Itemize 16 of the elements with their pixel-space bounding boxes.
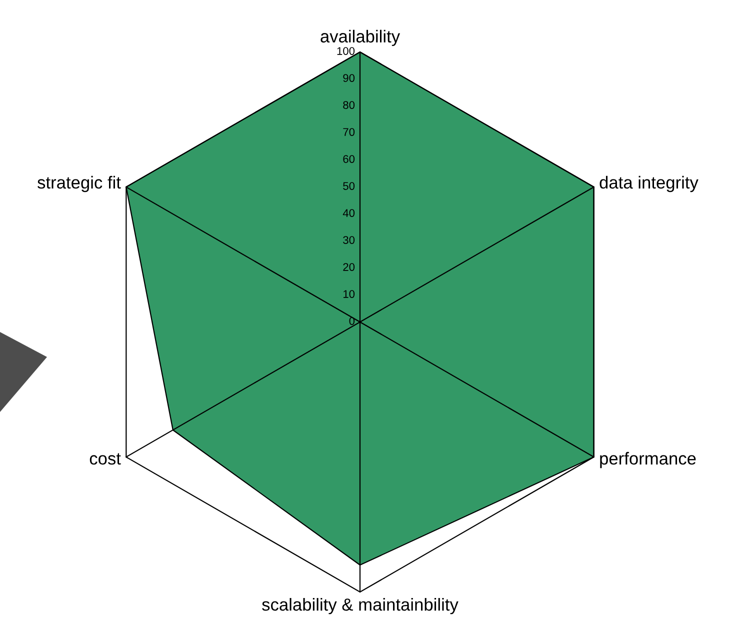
spoke-label: strategic fit bbox=[38, 176, 121, 192]
spoke-label: scalability & maintainbility bbox=[262, 598, 458, 614]
y-tick-label: 100 bbox=[337, 47, 355, 55]
y-tick-label: 40 bbox=[342, 209, 355, 217]
y-tick-label: 90 bbox=[343, 74, 355, 82]
spoke-label: data integrity bbox=[600, 176, 698, 192]
y-tick-label: 30 bbox=[343, 236, 355, 244]
y-tick-label: 50 bbox=[343, 182, 355, 190]
spoke-label: cost bbox=[90, 453, 121, 465]
spoke-label: availability bbox=[320, 30, 400, 46]
y-tick-label: 20 bbox=[343, 263, 355, 271]
y-tick-label: 70 bbox=[343, 128, 355, 136]
y-tick-label: 60 bbox=[343, 155, 355, 163]
y-tick-label: 10 bbox=[343, 290, 355, 298]
y-tick-label: 80 bbox=[343, 101, 355, 109]
spoke-label: performance bbox=[600, 452, 696, 468]
